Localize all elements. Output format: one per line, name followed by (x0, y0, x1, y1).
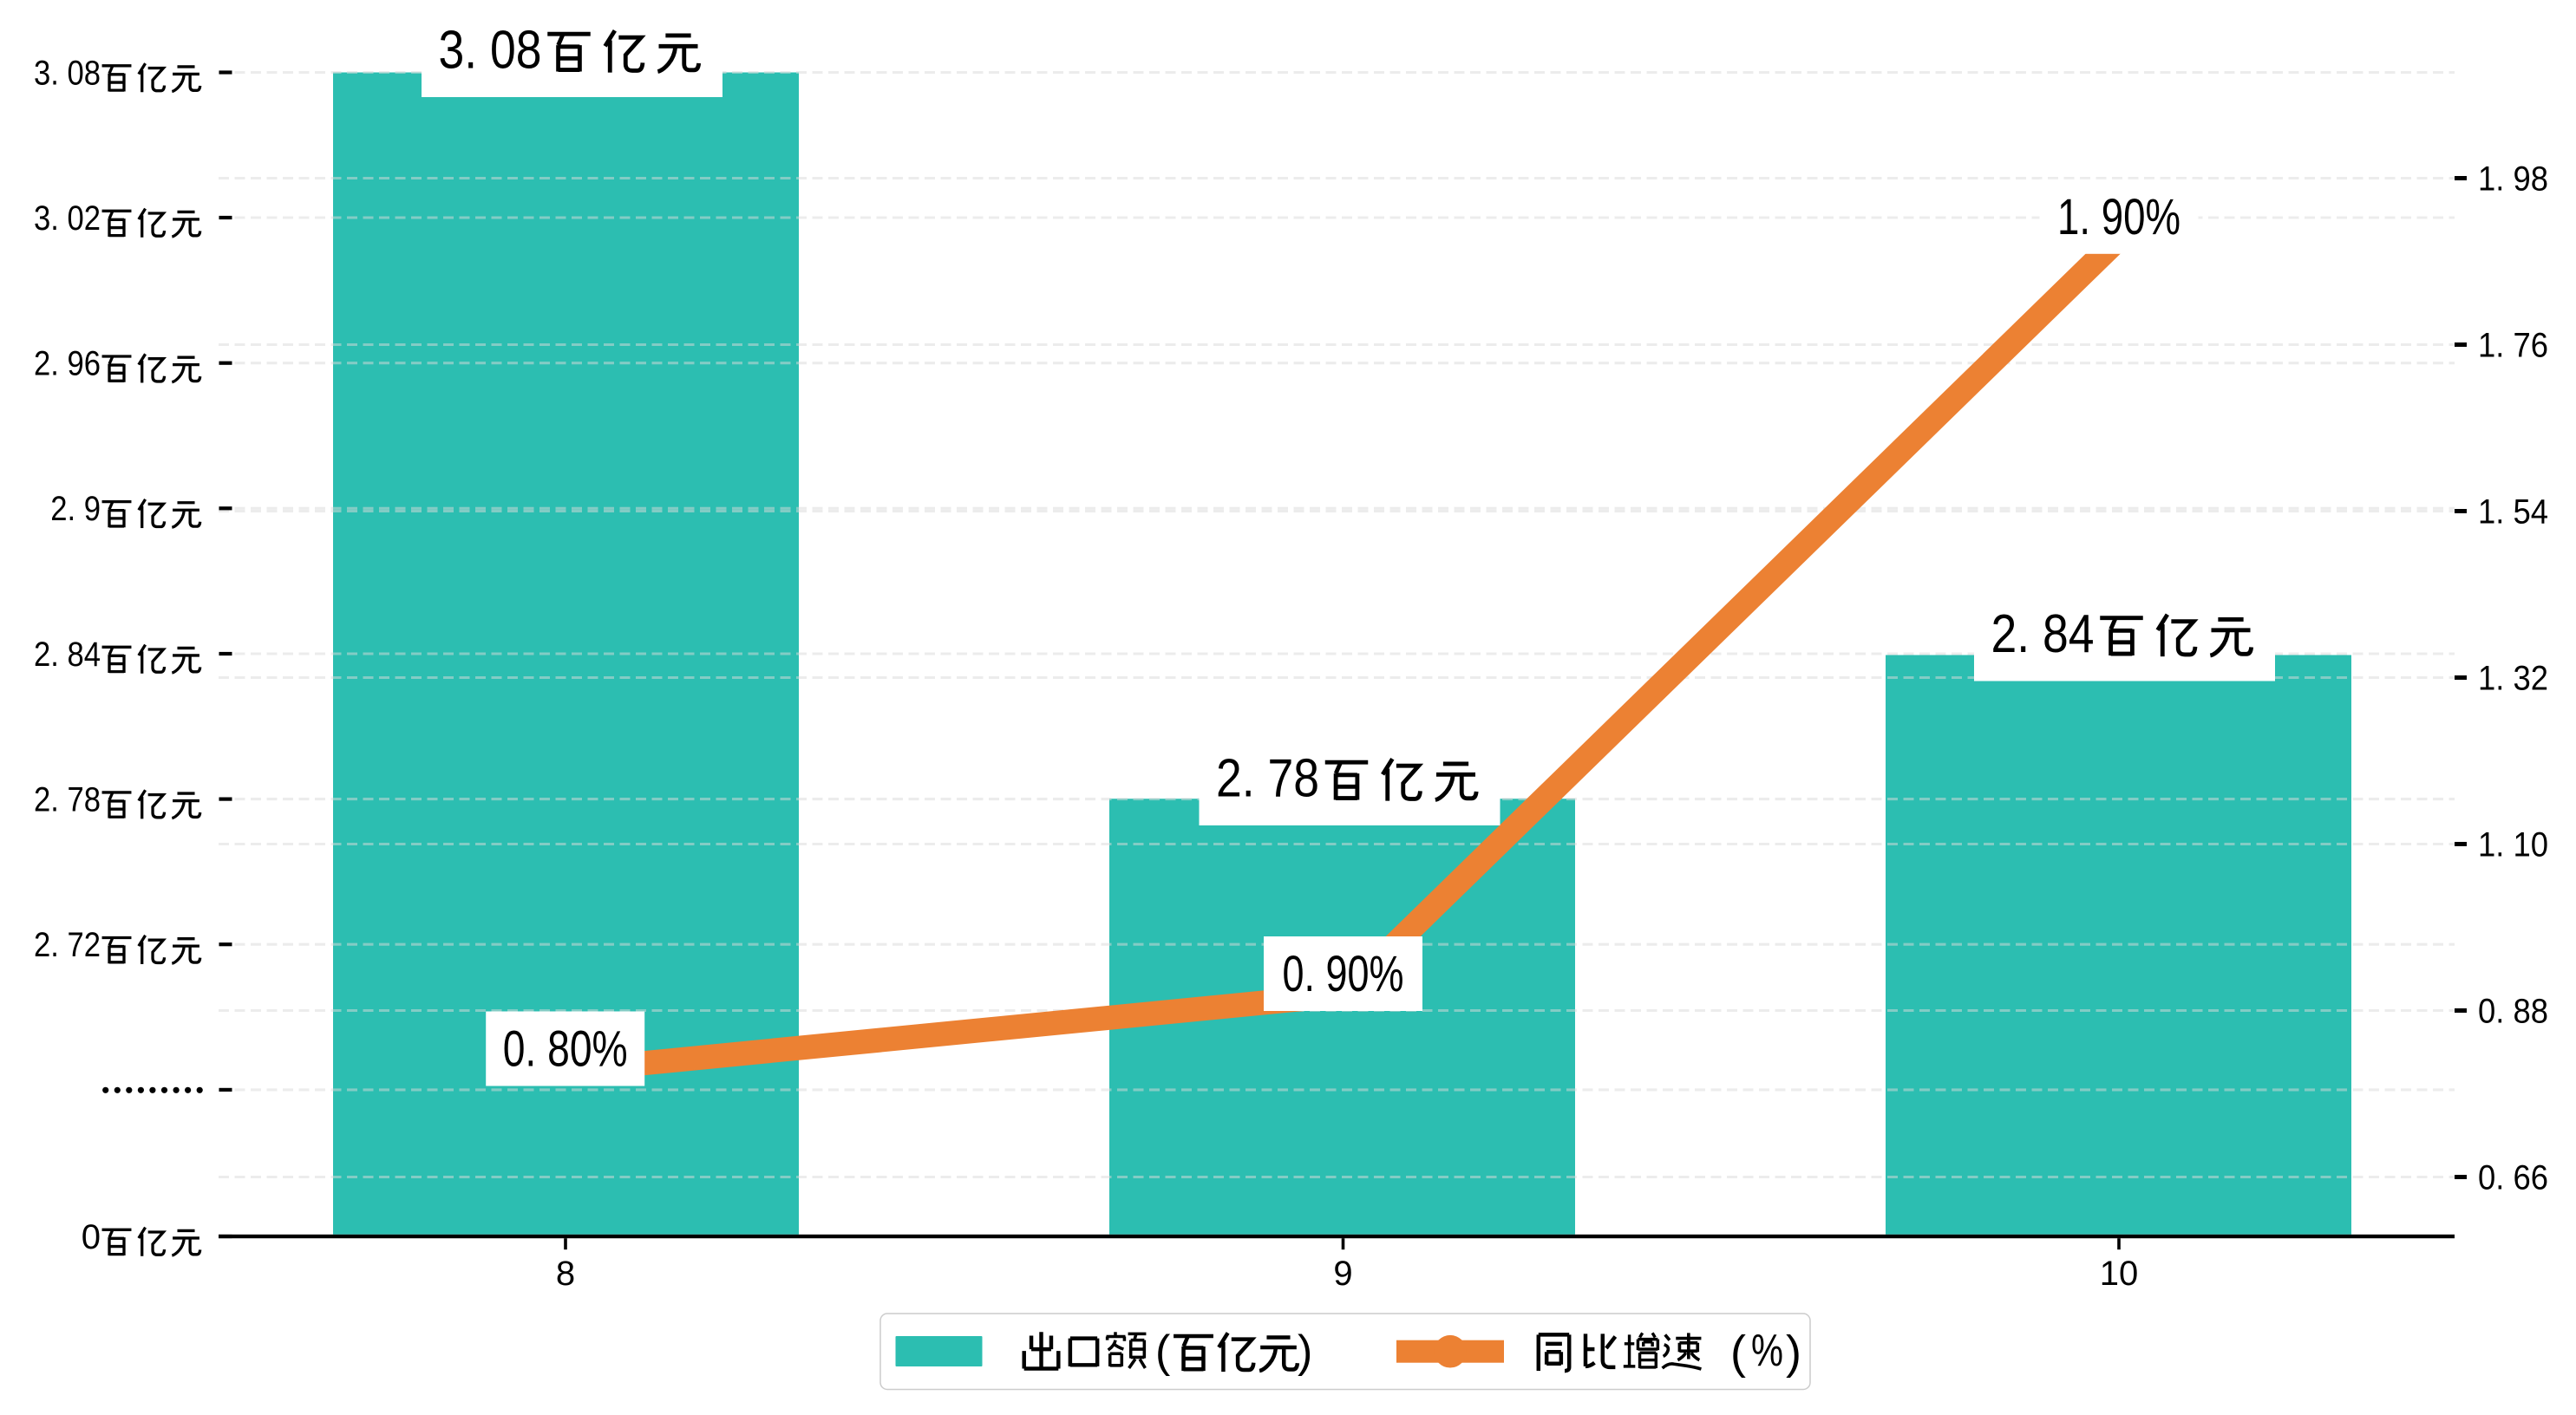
svg-text:3. 08: 3. 08 (439, 20, 542, 80)
svg-text:2. 78: 2. 78 (34, 780, 101, 818)
svg-text:0. 88: 0. 88 (2478, 992, 2548, 1030)
svg-text:2. 96: 2. 96 (34, 345, 101, 383)
svg-text:3. 08: 3. 08 (34, 54, 101, 92)
svg-text:1. 98: 1. 98 (2478, 160, 2548, 198)
svg-text:0: 0 (82, 1218, 101, 1256)
svg-text:8: 8 (556, 1255, 575, 1293)
svg-text:2. 84: 2. 84 (34, 636, 101, 674)
svg-text:(: ( (1730, 1327, 1746, 1379)
svg-text:): ) (1298, 1327, 1312, 1377)
svg-text:0. 66: 0. 66 (2478, 1158, 2548, 1197)
svg-text:): ) (1786, 1327, 1801, 1379)
svg-text:2. 72: 2. 72 (34, 926, 101, 964)
svg-text:2. 9: 2. 9 (50, 490, 101, 528)
svg-text:2. 78: 2. 78 (1216, 748, 1319, 808)
svg-text:(: ( (1155, 1327, 1171, 1377)
svg-text:2. 84: 2. 84 (1991, 604, 2095, 664)
svg-text:1. 32: 1. 32 (2478, 659, 2548, 697)
svg-text:10: 10 (2100, 1255, 2139, 1293)
svg-text:1. 76: 1. 76 (2478, 326, 2548, 364)
svg-text:1. 10: 1. 10 (2478, 825, 2548, 864)
svg-text:3. 02: 3. 02 (34, 199, 101, 238)
svg-text:9: 9 (1333, 1255, 1352, 1293)
svg-text:0. 90%: 0. 90% (1283, 946, 1404, 1002)
svg-text:1. 54: 1. 54 (2478, 492, 2548, 531)
svg-text:1. 90%: 1. 90% (2057, 189, 2180, 245)
svg-text:0. 80%: 0. 80% (503, 1021, 628, 1078)
svg-text:%: % (1751, 1326, 1783, 1376)
